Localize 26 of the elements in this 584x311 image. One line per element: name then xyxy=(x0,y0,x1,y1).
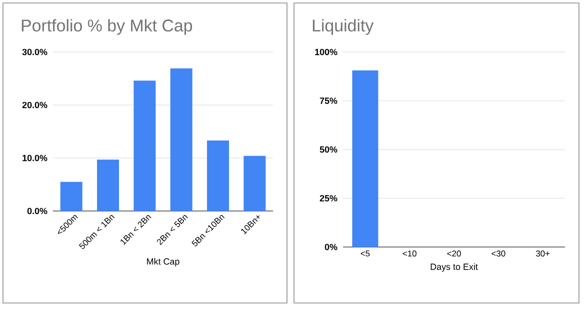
y-tick-label: 100% xyxy=(315,48,338,56)
bar xyxy=(60,182,82,211)
x-tick-label: 30+ xyxy=(536,250,550,257)
y-tick-label: 0.0% xyxy=(27,208,48,214)
x-tick-label: <20 xyxy=(447,250,461,257)
y-tick-label: 0% xyxy=(324,244,338,250)
x-tick-label: 1Bn < 2Bn xyxy=(120,215,152,246)
y-tick-label: 50% xyxy=(320,146,338,153)
x-tick-label: 2Bn < 5Bn xyxy=(157,215,188,246)
y-tick-label: 10.0% xyxy=(22,154,48,162)
x-tick-label: <5 xyxy=(360,250,370,256)
y-tick-label: 30.0% xyxy=(22,48,48,56)
bar xyxy=(207,140,229,211)
x-tick-label: <30 xyxy=(492,250,506,257)
chart-title: Liquidity xyxy=(312,19,374,35)
x-axis-title: Days to Exit xyxy=(430,263,478,272)
x-axis-title: Mkt Cap xyxy=(147,258,180,266)
bar xyxy=(170,68,192,211)
bar xyxy=(97,160,120,211)
bar xyxy=(134,80,156,211)
x-tick-label: <10 xyxy=(402,250,416,257)
y-tick-label: 20.0% xyxy=(22,102,48,108)
y-tick-label: 75% xyxy=(320,98,338,104)
y-tick-label: 25% xyxy=(320,195,338,202)
bar xyxy=(244,156,266,211)
chart-title: Portfolio % by Mkt Cap xyxy=(22,19,192,35)
